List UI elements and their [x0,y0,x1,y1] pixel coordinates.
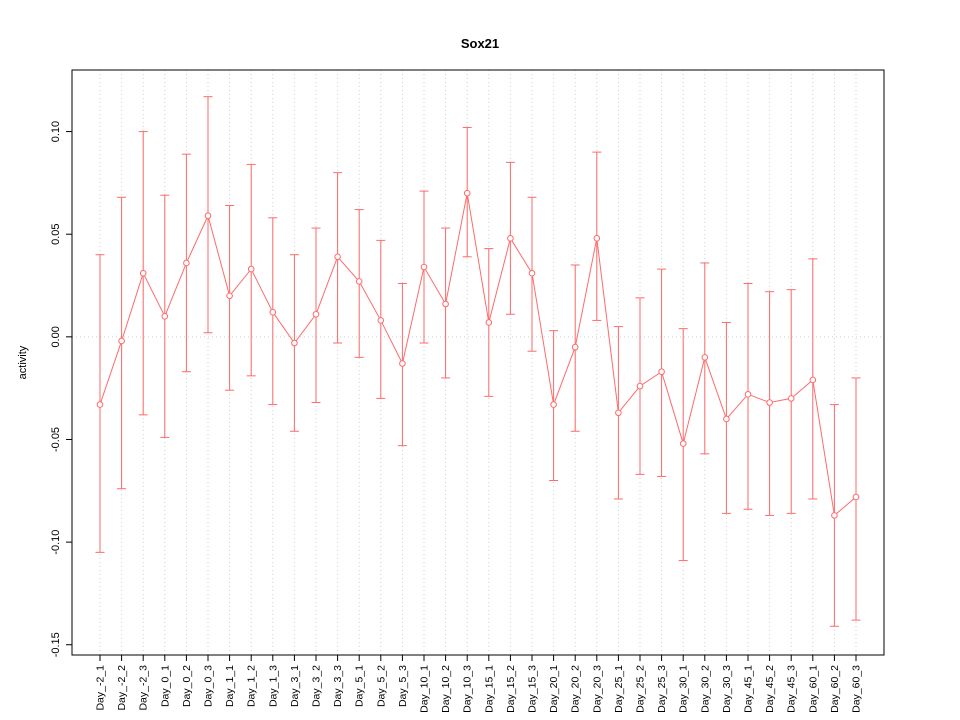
data-point [550,401,557,408]
y-axis-label: activity [17,345,29,379]
x-tick-label: Day_3_1 [289,665,301,707]
x-tick-label: Day_1_3 [267,665,279,707]
data-point [291,339,298,347]
x-tick-label: Day_15_1 [483,665,495,713]
x-tick-label: Day_60_1 [807,665,819,713]
x-tick-label: Day_20_1 [548,665,560,713]
data-point [615,409,622,417]
y-tick-label: -0.05 [50,427,62,452]
x-tick-label: Day_15_2 [505,665,517,713]
gridlines [72,70,884,655]
x-tick-label: Day_20_3 [591,665,603,713]
y-tick-label: 0.05 [50,223,62,244]
x-tick-label: Day_45_3 [786,665,798,713]
data-point [226,292,233,300]
data-point [442,300,449,308]
x-tick-label: Day_25_3 [656,665,668,713]
data-point [831,512,838,519]
data-point [399,360,406,367]
x-tick-label: Day_10_1 [419,665,431,713]
x-tick-label: Day_25_2 [635,665,647,713]
data-point [571,343,579,351]
data-point [701,354,709,361]
x-tick-label: Day_3_2 [311,665,323,707]
x-tick-label: Day_-2_1 [95,665,107,711]
series-line [99,193,857,517]
data-point [204,212,212,220]
x-tick-label: Day_5_3 [397,665,409,707]
data-point [485,319,493,326]
x-tick-label: Day_60_3 [851,665,863,713]
x-tick-label: Day_30_1 [678,665,690,713]
x-tick-label: Day_3_3 [332,665,344,707]
data-point [139,269,147,277]
data-point [355,278,363,285]
x-tick-label: Day_45_2 [764,665,776,713]
data-point [744,391,752,398]
data-point [247,265,255,273]
x-tick-label: Day_30_3 [721,665,733,713]
data-point [183,259,190,267]
x-tick-label: Day_60_2 [829,665,841,713]
data-point [377,317,385,324]
data-point [787,395,795,402]
data-point [334,253,341,261]
data-point [269,308,277,316]
x-tick-label: Day_0_3 [203,665,215,707]
x-tick-label: Day_5_2 [375,665,387,707]
data-point [809,376,817,384]
x-tick-label: Day_30_2 [699,665,711,713]
data-point [852,493,860,501]
data-point [679,440,687,447]
x-tick-label: Day_1_2 [246,665,258,707]
x-tick-label: Day_0_1 [159,665,171,707]
x-tick-label: Day_25_1 [613,665,625,713]
x-tick-label: Day_0_2 [181,665,193,707]
x-tick-label: Day_45_1 [743,665,755,713]
data-point [96,401,104,408]
axes: 0.10 0.05 0.00 -0.05 -0.10 -0.15 activity Day_-… [17,69,885,713]
data-point [463,189,471,197]
x-tick-label: Day_-2_2 [116,665,128,711]
y-tick-label: -0.10 [50,530,62,555]
data-series [95,96,861,627]
x-tick-label: Day_-2_3 [138,665,150,711]
chart-title: Sox21 [461,36,499,51]
data-point [658,368,665,376]
x-tick-label: Day_15_3 [527,665,539,713]
y-tick-label: 0.10 [50,121,62,142]
data-point [636,382,644,390]
data-point [118,337,125,345]
data-point [593,235,601,242]
data-point [507,235,514,242]
data-point [723,415,730,423]
plot-box [71,69,885,656]
x-tick-label: Day_10_2 [440,665,452,713]
data-point [766,399,773,406]
data-point [161,313,169,320]
y-tick-label: 0.00 [50,326,62,347]
x-tick-label: Day_1_1 [224,665,236,707]
data-point [528,269,536,277]
data-point [312,310,320,318]
x-tick-label: Day_5_1 [354,665,366,707]
x-tick-label: Day_10_3 [462,665,474,713]
data-point [420,263,428,271]
x-tick-label: Day_20_2 [570,665,582,713]
y-tick-label: -0.15 [50,632,62,657]
